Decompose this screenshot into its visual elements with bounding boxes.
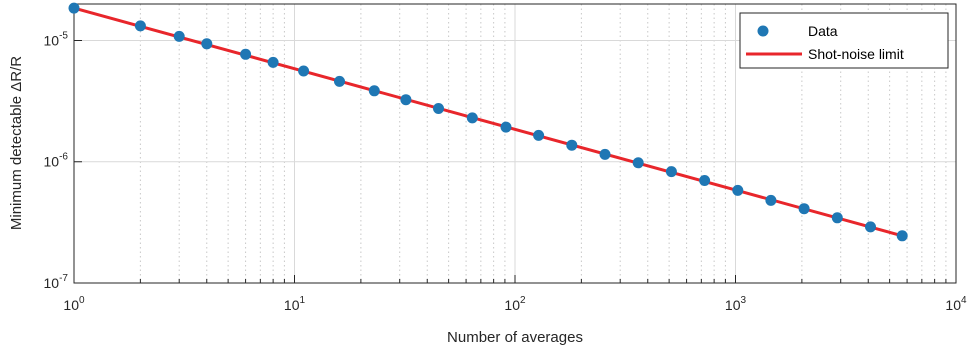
data-point — [400, 94, 411, 105]
x-tick-label: 102 — [504, 295, 526, 313]
data-point — [832, 212, 843, 223]
x-tick-label: 104 — [945, 295, 967, 313]
data-point — [799, 203, 810, 214]
data-point — [566, 140, 577, 151]
y-axis-ticks: 10-7 10-6 10-5 — [44, 30, 82, 291]
data-point — [865, 221, 876, 232]
x-tick-label: 103 — [725, 295, 747, 313]
data-point — [732, 185, 743, 196]
data-point — [633, 157, 644, 168]
y-axis-label: Minimum detectable ΔR/R — [8, 56, 25, 230]
x-tick-label: 100 — [63, 295, 85, 313]
legend-label-shot-noise: Shot-noise limit — [808, 46, 904, 62]
data-point — [334, 76, 345, 87]
data-point — [433, 103, 444, 114]
data-point — [467, 112, 478, 123]
legend: Data Shot-noise limit — [740, 13, 948, 68]
data-point — [69, 3, 80, 14]
y-tick-label: 10-6 — [44, 152, 69, 170]
data-point — [699, 175, 710, 186]
data-point — [897, 230, 908, 241]
legend-label-data: Data — [808, 23, 838, 39]
y-tick-label: 10-5 — [44, 30, 69, 48]
x-axis-label: Number of averages — [447, 329, 583, 346]
data-point — [135, 20, 146, 31]
data-point — [765, 195, 776, 206]
data-point — [600, 149, 611, 160]
data-point — [501, 122, 512, 133]
data-point — [174, 31, 185, 42]
data-point — [268, 57, 279, 68]
data-point — [666, 166, 677, 177]
data-point — [533, 130, 544, 141]
data-point — [201, 38, 212, 49]
y-tick-label: 10-7 — [44, 273, 69, 291]
data-point — [369, 85, 380, 96]
x-tick-label: 101 — [284, 295, 306, 313]
x-axis-ticks: 100 101 102 103 104 — [63, 275, 967, 313]
data-point — [298, 66, 309, 77]
data-point — [240, 49, 251, 60]
legend-marker-data — [758, 26, 769, 37]
